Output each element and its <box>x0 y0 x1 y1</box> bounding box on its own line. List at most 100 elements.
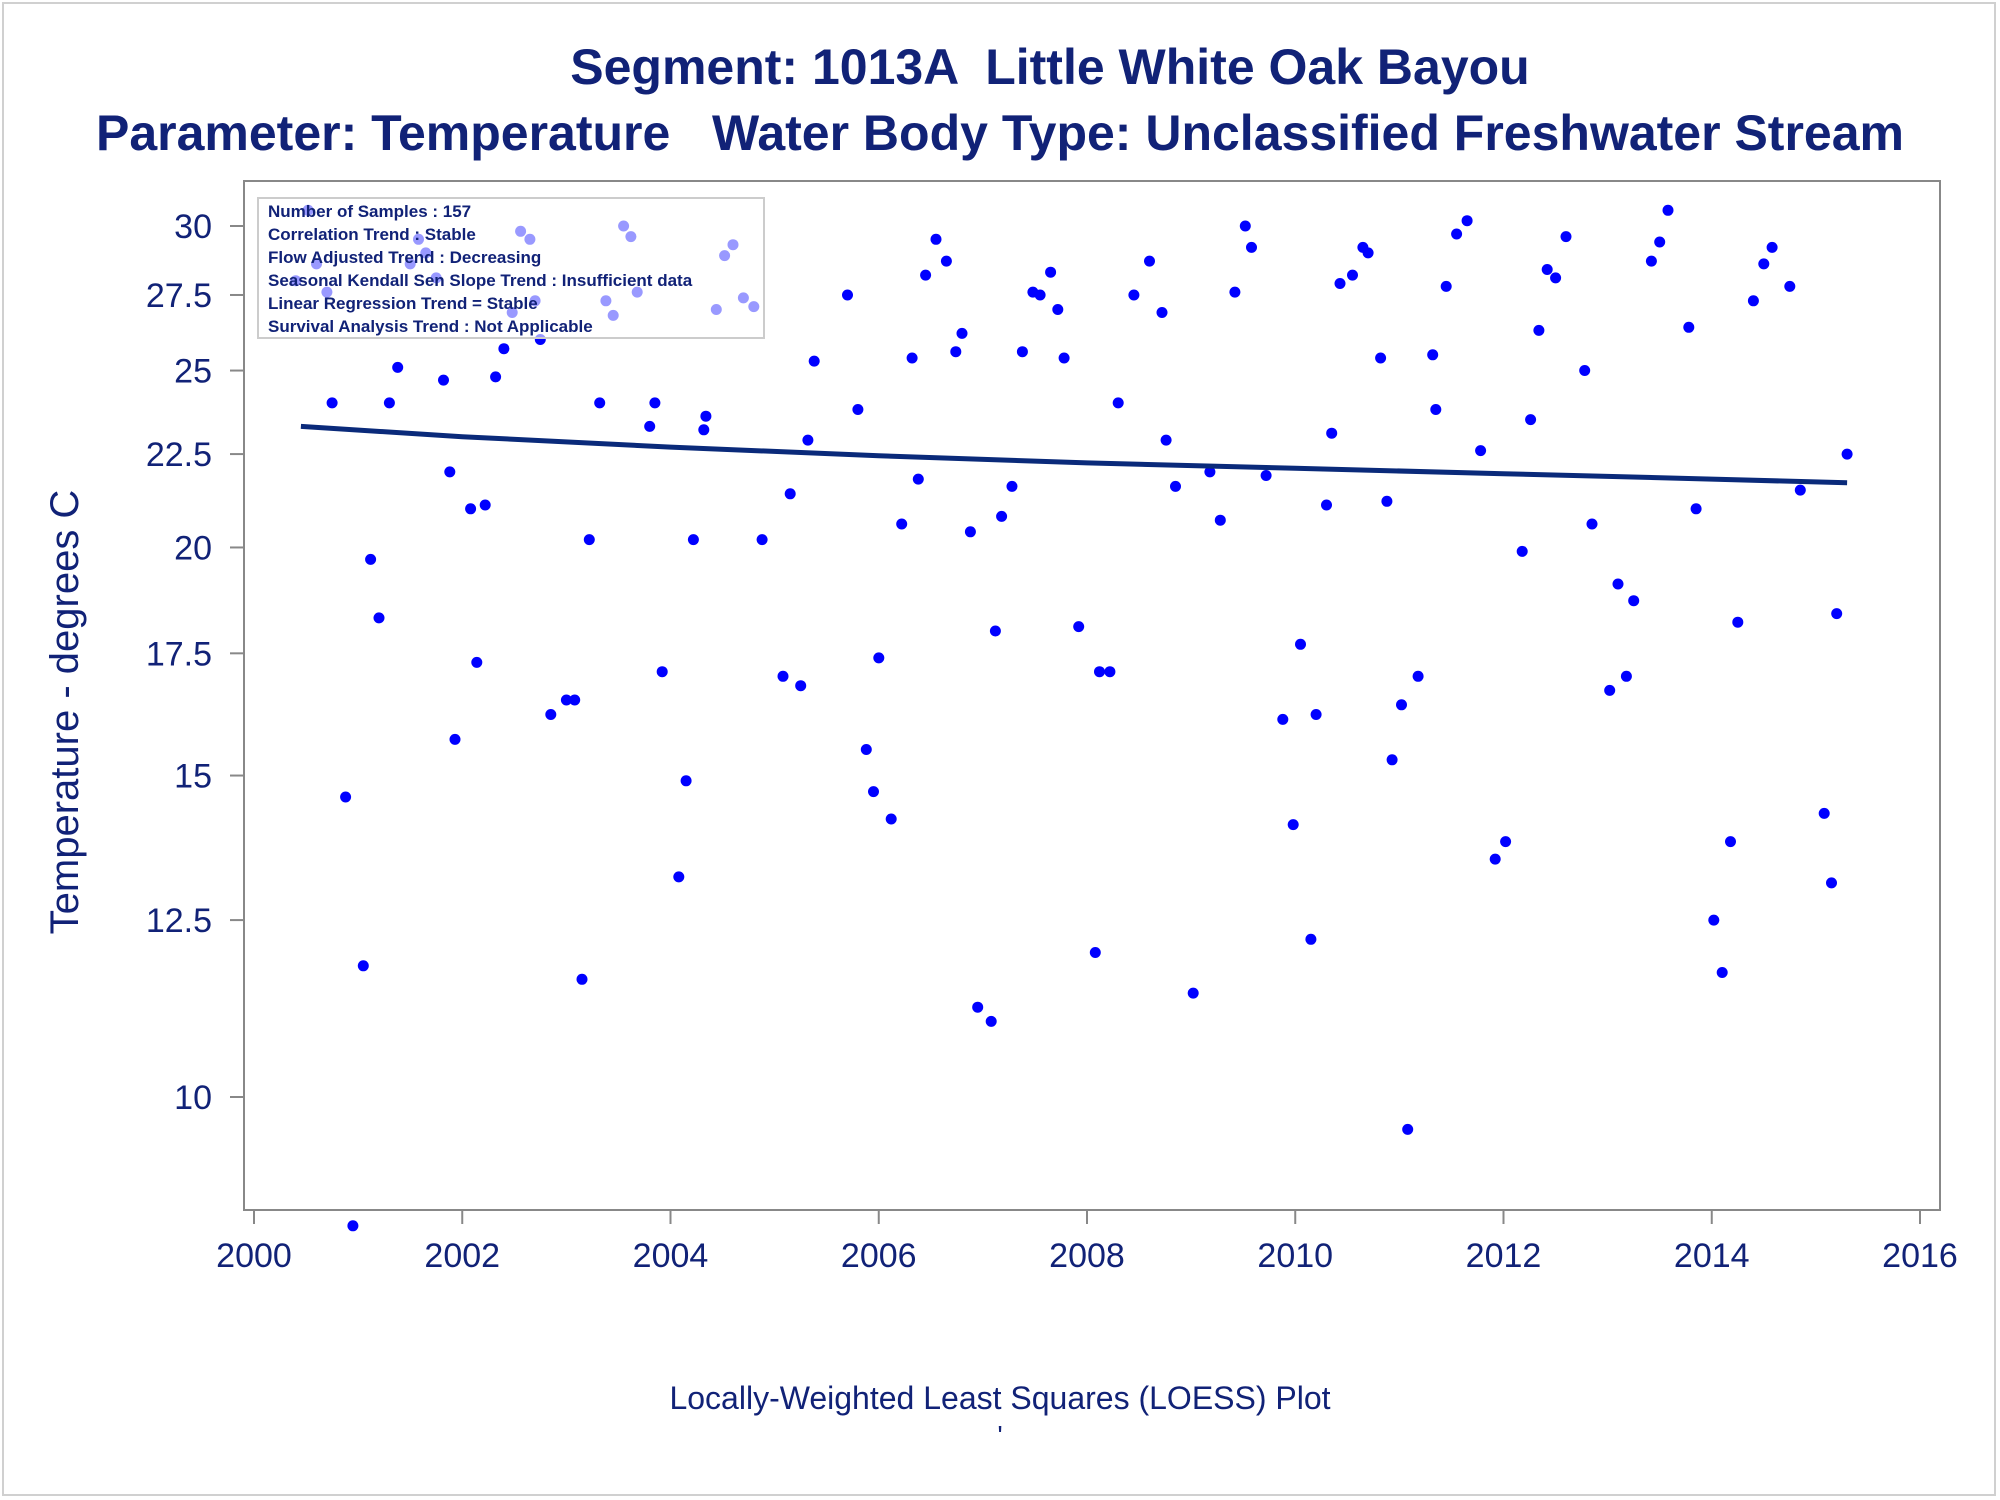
data-point <box>1475 445 1487 457</box>
data-point <box>1381 495 1393 507</box>
data-point <box>1645 255 1657 267</box>
data-point <box>1461 215 1473 227</box>
data-point <box>842 289 853 301</box>
data-point <box>1386 754 1398 766</box>
data-point <box>569 694 581 706</box>
x-tick-label: 2008 <box>1049 1237 1125 1275</box>
data-point <box>498 343 510 355</box>
data-point <box>1214 514 1226 526</box>
data-point <box>1708 914 1720 926</box>
data-point <box>777 670 789 682</box>
data-point <box>1451 228 1463 240</box>
data-point <box>347 1220 359 1232</box>
legend-annotation: Flow Adjusted Trend : Decreasing <box>268 248 541 267</box>
axis-ticks: 2000 2002 2004 2006 2008 2010 2012 2014 2016 10 12… <box>146 208 1958 1275</box>
data-point <box>1628 595 1640 607</box>
legend-annotation: Number of Samples : 157 <box>268 202 471 221</box>
data-point <box>1016 346 1028 358</box>
data-point <box>1277 713 1289 725</box>
data-point <box>1334 278 1346 289</box>
data-point <box>1089 947 1101 958</box>
data-point <box>444 466 456 478</box>
data-point <box>365 553 377 565</box>
data-point <box>1052 304 1064 315</box>
y-tick-label: 12.5 <box>146 902 212 940</box>
data-point <box>1073 621 1085 633</box>
data-point <box>656 666 668 678</box>
data-point <box>756 534 768 546</box>
data-point <box>1310 709 1322 720</box>
data-point <box>795 680 807 692</box>
data-point <box>673 871 685 883</box>
data-point <box>373 612 385 624</box>
data-point <box>449 733 461 745</box>
data-point <box>1375 352 1387 364</box>
data-point <box>392 361 404 373</box>
y-tick-label: 15 <box>174 758 212 796</box>
data-point <box>1104 666 1116 678</box>
data-point <box>1560 231 1572 243</box>
data-point <box>1160 434 1172 446</box>
data-point <box>972 1001 984 1013</box>
data-point <box>357 960 369 972</box>
data-point <box>1841 448 1853 460</box>
data-point <box>479 499 491 511</box>
data-point <box>576 973 588 985</box>
legend-annotation: Survival Analysis Trend : Not Applicable <box>268 317 593 336</box>
legend-box: Number of Samples : 157 Correlation Trend… <box>257 197 765 339</box>
data-point <box>808 355 820 367</box>
data-point <box>1662 204 1674 216</box>
y-tick-label: 17.5 <box>146 635 212 673</box>
data-point <box>784 488 796 500</box>
data-point <box>950 346 962 358</box>
data-point <box>1826 877 1837 889</box>
data-point <box>873 652 885 664</box>
data-point <box>1305 933 1317 945</box>
chart-title: Segment: 1013A Little White Oak Bayou <box>570 39 1530 95</box>
data-point <box>1516 545 1528 557</box>
x-tick-label: 2004 <box>633 1237 709 1275</box>
data-point <box>1489 853 1501 865</box>
legend-frame <box>257 197 765 339</box>
data-point <box>1732 616 1744 628</box>
y-tick-label: 25 <box>174 353 212 391</box>
y-tick-label: 30 <box>174 208 212 246</box>
y-tick-label: 20 <box>174 529 212 567</box>
plot-area <box>243 180 1941 1211</box>
data-point <box>956 327 968 339</box>
data-point <box>920 269 932 281</box>
x-tick-label: 2006 <box>841 1237 917 1275</box>
data-point <box>1794 484 1806 496</box>
data-point <box>964 526 976 538</box>
data-point <box>1156 307 1168 318</box>
data-point <box>649 397 661 409</box>
data-point <box>383 397 395 409</box>
y-axis-label: Temperature - degrees C <box>43 490 87 935</box>
data-point <box>1287 819 1299 831</box>
data-point <box>471 656 483 668</box>
data-point <box>885 813 897 825</box>
x-tick-label: 2014 <box>1674 1237 1750 1275</box>
data-points <box>290 204 1853 1232</box>
footer-caption: Locally-Weighted Least Squares (LOESS) P… <box>669 1380 1331 1416</box>
data-point <box>940 255 952 267</box>
data-point <box>1690 503 1702 515</box>
data-point <box>868 786 879 798</box>
data-point <box>1412 670 1424 682</box>
data-point <box>1758 258 1770 270</box>
data-point <box>1246 241 1257 253</box>
data-point <box>996 510 1008 522</box>
data-point <box>1187 987 1199 999</box>
data-point <box>326 397 338 409</box>
data-point <box>594 397 606 409</box>
data-point <box>1683 321 1695 333</box>
data-point <box>1604 684 1616 696</box>
data-point <box>985 1015 997 1027</box>
y-tick-label: 22.5 <box>146 436 212 474</box>
data-point <box>1427 349 1439 361</box>
data-point <box>698 424 710 436</box>
data-point <box>1347 269 1358 281</box>
trend-line-group <box>300 423 1848 486</box>
